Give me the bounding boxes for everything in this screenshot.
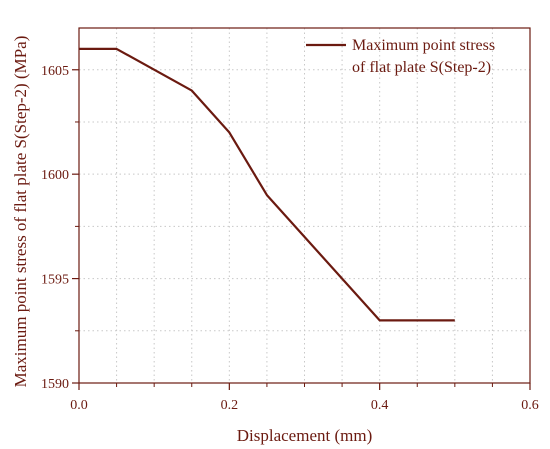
- legend-label-line-1: Maximum point stress: [352, 37, 495, 54]
- legend: Maximum point stress of flat plate S(Ste…: [306, 37, 495, 76]
- y-axis-title: Maximum point stress of flat plate S(Ste…: [11, 36, 30, 388]
- x-tick-label: 0.0: [70, 398, 88, 413]
- grid: [79, 28, 530, 383]
- x-tick-label: 0.6: [521, 398, 539, 413]
- x-axis-title: Displacement (mm): [237, 426, 373, 445]
- series-layer: [79, 47, 455, 322]
- y-tick-label: 1590: [41, 377, 69, 392]
- x-tick-label: 0.2: [221, 398, 239, 413]
- x-tick-label: 0.4: [371, 398, 389, 413]
- y-tick-label: 1600: [41, 168, 69, 183]
- y-tick-label: 1595: [41, 273, 69, 288]
- y-tick-label: 1605: [41, 64, 69, 79]
- legend-label-line-2: of flat plate S(Step-2): [352, 59, 491, 76]
- ticks: 0.0 0.2 0.4 0.6 1590 1595 1600 1605: [41, 64, 539, 413]
- series-line: [79, 47, 455, 322]
